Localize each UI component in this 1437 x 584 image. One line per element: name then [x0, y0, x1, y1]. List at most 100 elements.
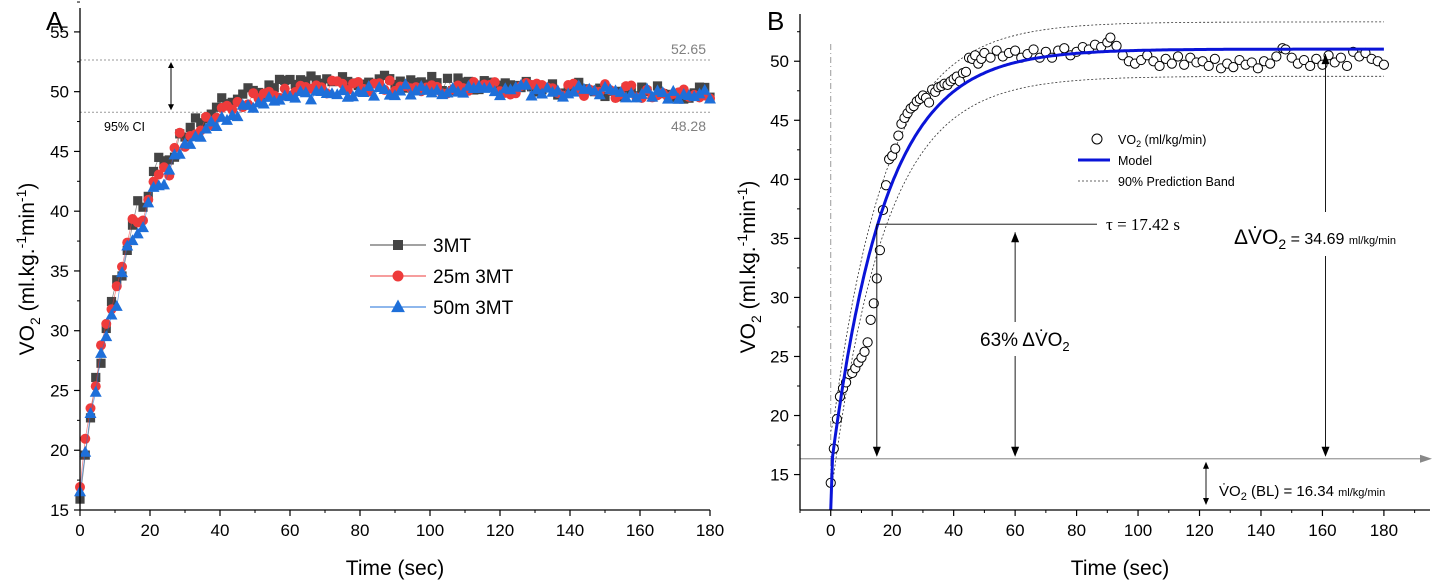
legend-observed-label: VO2 (ml/kg/min) [1118, 133, 1206, 149]
pct-label: 63% ΔV̇O2 [980, 330, 1070, 354]
data-point [289, 91, 302, 103]
data-point [551, 84, 564, 96]
data-point [200, 122, 212, 134]
data-point [158, 178, 170, 190]
tau-label: τ = 17.42 s [1106, 215, 1180, 234]
x-axis-title: Time (sec) [346, 557, 444, 580]
data-point [662, 92, 674, 104]
y-title-min: min [737, 200, 760, 234]
data-point [530, 83, 543, 95]
x-tick-label: 120 [486, 521, 514, 540]
data-point [667, 84, 680, 96]
data-point [1252, 63, 1264, 74]
data-point [353, 76, 364, 87]
legend-label: 3MT [433, 236, 471, 257]
delta-vo: V̇O [1248, 226, 1278, 249]
panel-letter-a: A [46, 6, 64, 36]
y-tick-label: 30 [770, 288, 789, 307]
y-title-sub: 2 [748, 315, 764, 323]
legend-marker [391, 299, 405, 313]
data-point [1265, 58, 1276, 69]
data-point [1335, 52, 1346, 63]
data-point [431, 83, 443, 95]
data-point [656, 86, 669, 98]
data-point [96, 340, 106, 351]
data-point [210, 120, 223, 132]
y-title-sup: -1 [13, 236, 29, 249]
data-point [137, 221, 149, 233]
x-tick-label: 120 [1185, 521, 1213, 540]
data-point [142, 196, 155, 208]
panel-a-chart: A 52.65 48.28 95% CI 0 20 40 60 80 100 120 140 160 18… [13, 1, 724, 580]
baseline-arrowhead [1420, 454, 1432, 463]
y-title-units: (ml.kg. [16, 248, 39, 317]
ci-upper-label: 52.65 [671, 41, 706, 57]
data-point [185, 122, 195, 132]
data-point [1286, 52, 1297, 63]
delta-value: = 34.69 [1286, 231, 1349, 248]
y-title-sup: -1 [734, 187, 750, 200]
data-point [985, 52, 996, 63]
data-point [593, 88, 606, 100]
delta-arrow-head-up [1321, 54, 1330, 65]
data-point [541, 81, 554, 93]
data-point [96, 358, 106, 368]
pct-label-sub: 2 [1062, 339, 1069, 354]
legend-observed-marker [1091, 133, 1103, 145]
y-tick-label: 45 [770, 111, 789, 130]
data-point [169, 142, 180, 153]
x-tick-label: 80 [351, 521, 370, 540]
data-point [184, 137, 197, 149]
delta-label-bg [1232, 212, 1422, 256]
data-point [1028, 44, 1039, 55]
data-point [299, 86, 312, 98]
ci-label: 95% CI [104, 120, 145, 134]
data-point [131, 227, 144, 239]
x-tick-label: 20 [883, 521, 902, 540]
x-axis-title: Time (sec) [1071, 557, 1169, 580]
data-point [1105, 32, 1116, 43]
data-point [194, 130, 207, 142]
series-line [79, 79, 711, 488]
data-point [494, 89, 506, 101]
prediction-band-lower [830, 75, 1384, 487]
series-25m-3mt [75, 75, 715, 493]
bl-value: (BL) = 16.34 [1247, 483, 1338, 500]
y-tick-label: 40 [50, 202, 69, 221]
ci-arrow-head-up [168, 61, 174, 68]
data-point [1246, 57, 1257, 68]
data-point [1378, 59, 1390, 70]
data-point [368, 89, 380, 101]
data-point [205, 115, 218, 127]
data-point [874, 245, 886, 256]
y-axis-title: VO2 (ml.kg.-1min-1) [734, 181, 764, 354]
data-point [693, 87, 706, 99]
data-point [614, 85, 627, 97]
legend-observed-vo: VO [1118, 133, 1136, 147]
y-tick-label: 15 [50, 501, 69, 520]
y-title-close: ) [16, 183, 39, 190]
data-point [173, 147, 186, 159]
data-point [1154, 60, 1165, 72]
data-point [525, 89, 538, 101]
legend-observed-sub: 2 [1136, 139, 1141, 149]
data-point [84, 407, 97, 419]
y-tick-label: 45 [50, 142, 69, 161]
y-title-units: (ml.kg. [737, 246, 760, 315]
data-point [1311, 53, 1322, 64]
data-point [1166, 58, 1177, 69]
y-title-min: min [16, 202, 39, 236]
data-point [865, 314, 876, 325]
data-point [991, 45, 1002, 56]
y-title-sup: -1 [13, 189, 29, 202]
data-point [231, 110, 244, 122]
data-point [442, 73, 453, 83]
bl-arrow-head-down [1203, 498, 1209, 505]
delta-sub: 2 [1278, 236, 1286, 252]
data-point [1209, 53, 1220, 64]
legend-label: 25m 3MT [433, 267, 514, 288]
delta-symbol: Δ [1234, 226, 1248, 249]
legend-marker [392, 270, 404, 282]
data-point [890, 143, 901, 154]
